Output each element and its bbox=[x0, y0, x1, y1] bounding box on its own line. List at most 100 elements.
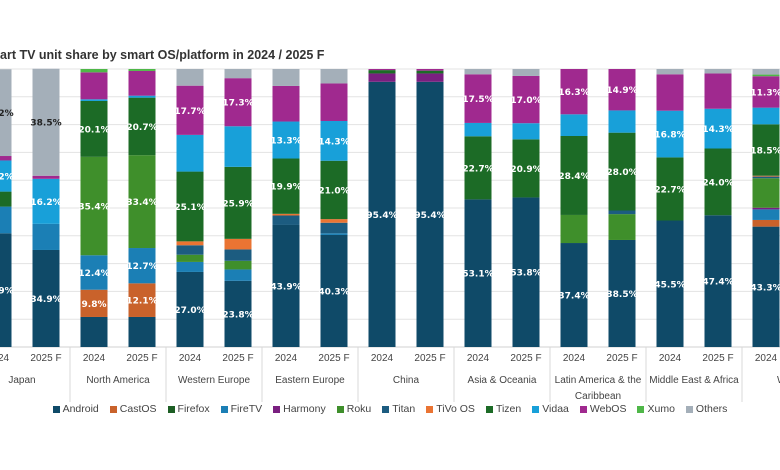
bar-segment-vidaa bbox=[128, 95, 156, 98]
bar-segment-vidaa bbox=[0, 160, 12, 192]
legend-item: Android bbox=[52, 403, 99, 415]
legend-swatch bbox=[336, 405, 344, 413]
x-tick-label: 2024 bbox=[467, 353, 490, 364]
x-tick-label: 2024 bbox=[563, 353, 586, 364]
bar-segment-firetv bbox=[320, 233, 348, 235]
data-label: 14.9% bbox=[606, 86, 637, 96]
bar-segment-vidaa bbox=[704, 108, 732, 149]
bar-segment-webos bbox=[560, 69, 588, 115]
bar-segment-webos bbox=[464, 74, 492, 123]
group-label: Western Europe bbox=[178, 375, 251, 386]
data-label: 19.9% bbox=[270, 183, 301, 193]
data-label: 33.4% bbox=[126, 198, 157, 208]
legend-item: TiVo OS bbox=[426, 403, 475, 415]
bar-segment-tizen bbox=[512, 139, 540, 198]
data-label: 24.0% bbox=[702, 178, 733, 188]
bar-segment-vidaa bbox=[560, 114, 588, 136]
data-label: 12.7% bbox=[126, 262, 157, 272]
legend-swatch bbox=[685, 405, 693, 413]
bar-segment-tizen bbox=[704, 148, 732, 216]
bar-segment-tizen bbox=[608, 132, 636, 211]
bar-segment-tivo-os bbox=[224, 238, 252, 250]
data-label: 20.9% bbox=[510, 165, 541, 175]
legend-item: WebOS bbox=[579, 403, 626, 415]
legend-swatch bbox=[220, 405, 228, 413]
bar-segment-webos bbox=[80, 72, 108, 100]
bar-segment-others bbox=[32, 68, 60, 176]
data-label: 11.3% bbox=[750, 88, 780, 98]
bar-segment-tivo-os bbox=[320, 219, 348, 223]
legend-item: Others bbox=[685, 403, 727, 415]
bar-segment-titan bbox=[176, 245, 204, 255]
group-label: World bbox=[777, 375, 780, 386]
bar-segment-webos bbox=[224, 78, 252, 127]
bar-segment-firetv bbox=[176, 261, 204, 272]
data-label: 16.8% bbox=[654, 131, 685, 141]
bar-segment-android bbox=[416, 81, 444, 348]
x-tick-label: 2025 F bbox=[30, 353, 61, 364]
data-label: 28.4% bbox=[558, 172, 589, 182]
group-label: Asia & Oceania bbox=[468, 375, 537, 386]
bar-segment-others bbox=[464, 69, 492, 75]
bar-segment-others bbox=[224, 69, 252, 79]
bar-segment-roku bbox=[128, 155, 156, 249]
data-label: 95.4% bbox=[366, 211, 397, 221]
legend-item: CastOS bbox=[109, 403, 157, 415]
bar-segment-others bbox=[656, 69, 684, 75]
data-label: 17.5% bbox=[462, 95, 493, 105]
data-label: 17.7% bbox=[174, 107, 205, 117]
bar-segment-webos bbox=[512, 75, 540, 124]
legend-label: Xumo bbox=[647, 403, 675, 415]
bar-segment-android bbox=[464, 199, 492, 347]
bar-segment-android bbox=[752, 226, 780, 347]
bar-segment-others bbox=[704, 69, 732, 74]
bar-segment-tivo-os bbox=[272, 213, 300, 216]
data-label: 16.3% bbox=[558, 88, 589, 98]
data-label: 25.9% bbox=[222, 199, 253, 209]
bar-segment-titan bbox=[272, 215, 300, 225]
bar-segment-vidaa bbox=[464, 122, 492, 137]
legend-label: TiVo OS bbox=[436, 403, 475, 415]
legend-item: Vidaa bbox=[532, 403, 569, 415]
data-label: 40.9% bbox=[0, 287, 14, 297]
x-tick-label: 2024 bbox=[179, 353, 202, 364]
data-label: 12.1% bbox=[126, 297, 157, 307]
bar-segment-harmony bbox=[368, 73, 396, 82]
bar-segment-android bbox=[128, 316, 156, 347]
bar-segment-roku bbox=[608, 214, 636, 240]
bar-segment-webos bbox=[368, 69, 396, 71]
x-tick-label: 2025 F bbox=[606, 353, 637, 364]
bar-segment-vidaa bbox=[80, 99, 108, 101]
bar-segment-vidaa bbox=[512, 123, 540, 140]
bar-segment-roku bbox=[80, 156, 108, 256]
data-label: 34.9% bbox=[30, 295, 61, 305]
bar-segment-tizen bbox=[320, 160, 348, 220]
bar-segment-others bbox=[0, 69, 12, 157]
bar-segment-firetv bbox=[224, 269, 252, 281]
bar-segment-android bbox=[608, 239, 636, 347]
data-label: 21.0% bbox=[318, 186, 349, 196]
data-label: 9.8% bbox=[82, 300, 107, 310]
bar-segment-webos bbox=[320, 83, 348, 121]
bar-segment-tivo-os bbox=[752, 175, 780, 177]
bar-segment-tizen bbox=[464, 136, 492, 200]
legend-item: Firefox bbox=[167, 403, 210, 415]
data-label: 17.0% bbox=[510, 96, 541, 106]
bar-segment-webos bbox=[272, 85, 300, 122]
legend-label: Firefox bbox=[177, 403, 210, 415]
data-label: 20.7% bbox=[126, 123, 157, 133]
x-tick-label: 2025 F bbox=[222, 353, 253, 364]
bar-segment-others bbox=[752, 69, 780, 75]
bar-segment-tizen bbox=[0, 191, 12, 207]
bar-segment-webos bbox=[752, 76, 780, 108]
data-label: 17.3% bbox=[222, 99, 253, 109]
bar-segment-android bbox=[656, 220, 684, 347]
legend-item: Harmony bbox=[273, 403, 326, 415]
data-label: 43.3% bbox=[750, 283, 780, 293]
data-label: 20.1% bbox=[78, 125, 109, 135]
data-label: 14.3% bbox=[702, 125, 733, 135]
bar-segment-others bbox=[320, 69, 348, 84]
group-label: Latin America & the bbox=[555, 375, 642, 386]
group-label: Caribbean bbox=[575, 391, 621, 402]
